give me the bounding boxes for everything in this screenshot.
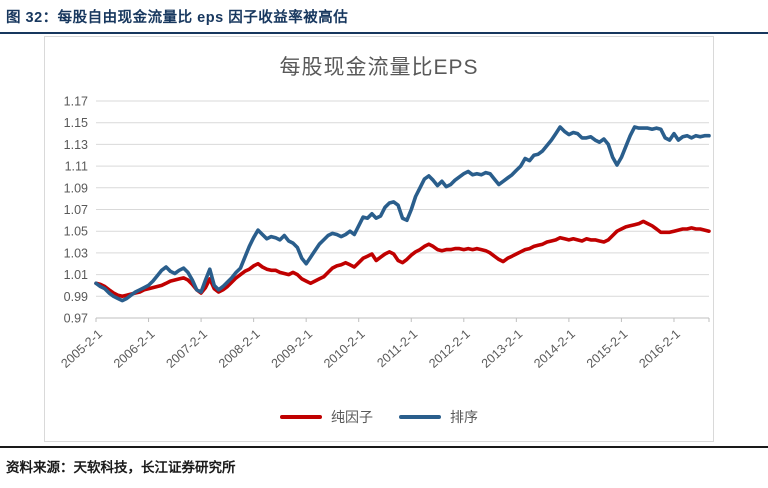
- chart-container: 1.17 1.15 1.13 1.11 1.09 1.07 1.05 1.03 1.01 0.99…: [44, 36, 714, 442]
- legend: 纯因子 排序: [45, 407, 713, 427]
- x-axis-tick-label: 2007-2-1: [164, 327, 211, 371]
- x-axis-tick-label: 2011-2-1: [374, 327, 420, 370]
- y-axis-tick-label: 0.97: [64, 312, 88, 326]
- y-axis-tick-label: 1.13: [64, 138, 88, 152]
- legend-item-pure-factor: 纯因子: [280, 407, 373, 427]
- x-axis-tick-label: 2015-2-1: [584, 327, 631, 371]
- source-note: 资料来源：天软科技，长江证券研究所: [0, 446, 768, 488]
- legend-line-icon-pure-factor: [280, 415, 322, 419]
- legend-line-icon-rank: [399, 415, 441, 419]
- x-axis-tick-label: 2010-2-1: [321, 327, 368, 371]
- figure-caption: 图 32：每股自由现金流量比 eps 因子收益率被高估: [0, 0, 768, 34]
- y-axis-tick-label: 1.01: [64, 268, 88, 282]
- x-axis-tick-label: 2012-2-1: [426, 327, 473, 371]
- x-axis-tick-label: 2016-2-1: [636, 327, 683, 371]
- x-axis-tick-label: 2013-2-1: [479, 327, 526, 371]
- y-axis-tick-label: 1.09: [64, 181, 88, 195]
- y-axis-tick-label: 1.07: [64, 203, 88, 217]
- y-axis-tick-label: 0.99: [64, 290, 88, 304]
- y-axis-tick-label: 1.11: [65, 160, 88, 174]
- series-line-rank: [94, 125, 711, 303]
- legend-label-rank: 排序: [450, 409, 478, 425]
- x-axis-tick-label: 2014-2-1: [531, 327, 578, 371]
- chart-title: 每股现金流量比EPS: [279, 56, 479, 79]
- plot-area: 1.17 1.15 1.13 1.11 1.09 1.07 1.05 1.03 1.01 0.99…: [58, 95, 711, 371]
- y-axis-tick-label: 1.03: [64, 246, 88, 260]
- y-axis-tick-label: 1.15: [64, 116, 88, 130]
- x-axis-tick-label: 2009-2-1: [269, 327, 316, 371]
- y-axis-tick-label: 1.05: [64, 225, 88, 239]
- legend-item-rank: 排序: [399, 407, 478, 427]
- x-axis-tick-label: 2008-2-1: [216, 327, 263, 371]
- legend-label-pure-factor: 纯因子: [331, 409, 373, 425]
- series-line-pure-factor: [94, 219, 711, 299]
- x-axis-tick-label: 2005-2-1: [58, 327, 105, 371]
- y-axis-tick-label: 1.17: [64, 95, 88, 109]
- x-axis-tick-label: 2006-2-1: [111, 327, 158, 371]
